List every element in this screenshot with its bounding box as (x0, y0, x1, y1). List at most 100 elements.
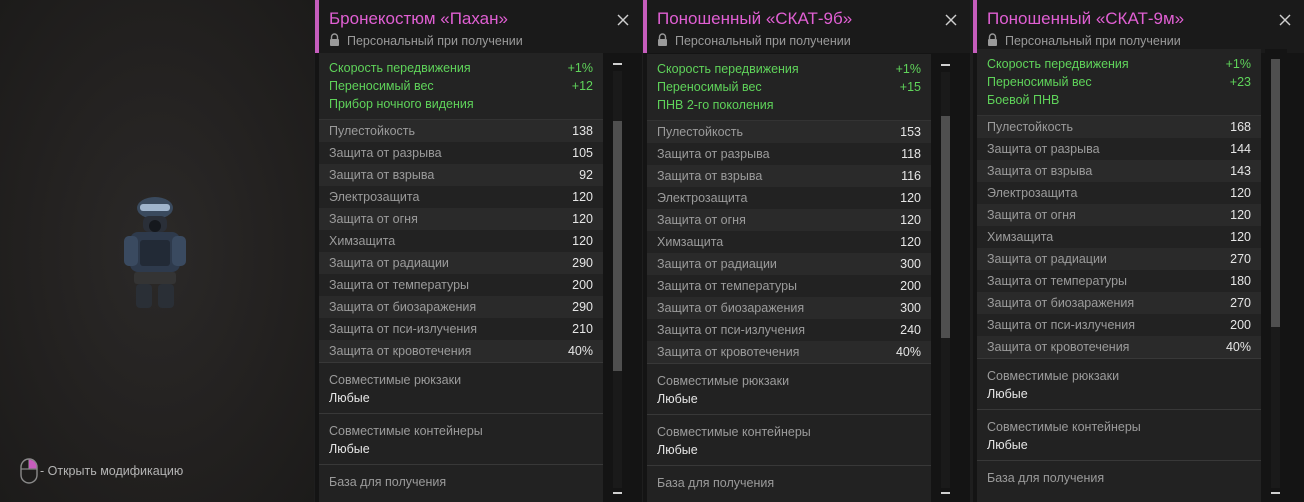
personal-binding-note: Персональный при получении (987, 33, 1181, 49)
stat-value: 120 (1230, 208, 1251, 222)
stat-value: 120 (900, 191, 921, 205)
bonus-row: Скорость передвижения +1% (987, 55, 1251, 73)
bonus-name: Скорость передвижения (329, 61, 471, 75)
card-title: Поношенный «СКАТ-9б» (657, 9, 853, 28)
scroll-thumb[interactable] (613, 121, 622, 371)
stat-row: Защита от огня 120 (977, 204, 1261, 226)
stat-name: Защита от взрыва (987, 164, 1093, 178)
stat-row: Защита от биозаражения 290 (319, 296, 603, 318)
card-title: Бронекостюм «Пахан» (329, 9, 508, 28)
stat-row: Защита от разрыва 144 (977, 138, 1261, 160)
personal-binding-note: Персональный при получении (657, 33, 851, 49)
stat-value: 118 (901, 147, 921, 161)
stat-name: Химзащита (657, 235, 724, 249)
bonus-list: Скорость передвижения +1% Переносимый вес +… (647, 54, 931, 120)
stat-value: 290 (572, 300, 593, 314)
bonus-name: Скорость передвижения (657, 62, 799, 76)
close-icon[interactable] (1278, 13, 1292, 27)
stat-name: Защита от биозаражения (987, 296, 1135, 310)
stat-row: Защита от кровотечения 40% (319, 340, 603, 362)
section-value: Любые (329, 391, 370, 405)
personal-text: Персональный при получении (347, 34, 523, 48)
stat-row: Пулестойкость 153 (647, 121, 931, 143)
stat-value: 290 (572, 256, 593, 270)
section-label: Совместимые рюкзаки (329, 373, 462, 387)
stat-value: 138 (572, 124, 593, 138)
section-label: Совместимые контейнеры (657, 425, 811, 439)
bonus-row: Прибор ночного видения (329, 95, 593, 113)
personal-text: Персональный при получении (1005, 34, 1181, 48)
stat-value: 120 (900, 235, 921, 249)
stat-value: 180 (1230, 274, 1251, 288)
stat-name: Защита от огня (987, 208, 1076, 222)
info-section: Совместимые рюкзаки Любые (647, 363, 931, 414)
stat-name: Защита от кровотечения (329, 344, 472, 358)
info-section: Совместимые контейнеры Любые (977, 409, 1261, 460)
card-scroll-content: Скорость передвижения +1% Переносимый вес +… (647, 54, 931, 502)
stat-value: 200 (900, 279, 921, 293)
close-icon[interactable] (944, 13, 958, 27)
stat-name: Защита от разрыва (987, 142, 1100, 156)
stat-value: 300 (900, 301, 921, 315)
stat-row: Защита от огня 120 (319, 208, 603, 230)
scrollbar[interactable] (1265, 49, 1287, 502)
bonus-value: +23 (1229, 75, 1251, 89)
scroll-thumb[interactable] (1271, 59, 1280, 327)
stat-name: Защита от пси-излучения (987, 318, 1136, 332)
stat-row: Защита от биозаражения 270 (977, 292, 1261, 314)
stat-row: Защита от радиации 290 (319, 252, 603, 274)
bonus-name: ПНВ 2-го поколения (657, 98, 774, 112)
scrollbar[interactable] (935, 54, 957, 502)
stat-name: Пулестойкость (329, 124, 416, 138)
stat-row: Пулестойкость 168 (977, 116, 1261, 138)
close-icon[interactable] (616, 13, 630, 27)
stat-value: 105 (572, 146, 593, 160)
stats-table: Пулестойкость 138 Защита от разрыва 105 Защи… (319, 119, 603, 362)
info-section: База для получения (647, 465, 931, 502)
bonus-value: +15 (899, 80, 921, 94)
stat-name: Защита от температуры (987, 274, 1128, 288)
stat-value: 210 (572, 322, 593, 336)
item-card: Бронекостюм «Пахан» Персональный при полу… (315, 0, 642, 502)
stat-name: Электрозащита (657, 191, 748, 205)
stat-row: Защита от кровотечения 40% (977, 336, 1261, 358)
scroll-thumb[interactable] (941, 116, 950, 338)
stat-name: Защита от радиации (657, 257, 777, 271)
stat-value: 120 (1230, 186, 1251, 200)
bonus-row: Скорость передвижения +1% (657, 60, 921, 78)
scroll-down-button[interactable] (941, 492, 950, 494)
scroll-up-button[interactable] (613, 63, 622, 65)
lock-icon (657, 33, 675, 49)
section-label: Совместимые контейнеры (987, 420, 1141, 434)
stat-value: 143 (1230, 164, 1251, 178)
scroll-down-button[interactable] (613, 492, 622, 494)
bonus-name: Боевой ПНВ (987, 93, 1060, 107)
card-header: Поношенный «СКАТ-9б» Персональный при пол… (643, 0, 970, 53)
section-label: База для получения (987, 471, 1105, 485)
stat-name: Защита от огня (657, 213, 746, 227)
stat-row: Защита от пси-излучения 200 (977, 314, 1261, 336)
info-section: База для получения (319, 464, 603, 502)
info-section: Совместимые рюкзаки Любые (977, 358, 1261, 409)
scrollbar[interactable] (607, 53, 629, 502)
stat-value: 120 (1230, 230, 1251, 244)
stat-row: Защита от взрыва 116 (647, 165, 931, 187)
item-card: Поношенный «СКАТ-9м» Персональный при пол… (973, 0, 1304, 502)
stat-value: 240 (900, 323, 921, 337)
stat-name: Защита от разрыва (657, 147, 770, 161)
stat-name: Защита от кровотечения (657, 345, 800, 359)
stat-name: Пулестойкость (987, 120, 1074, 134)
bonus-row: Переносимый вес +23 (987, 73, 1251, 91)
bonus-row: Переносимый вес +12 (329, 77, 593, 95)
card-header: Бронекостюм «Пахан» Персональный при полу… (315, 0, 642, 53)
scroll-down-button[interactable] (1271, 492, 1280, 494)
section-value: Любые (329, 442, 370, 456)
section-label: Совместимые рюкзаки (657, 374, 790, 388)
bonus-row: Скорость передвижения +1% (329, 59, 593, 77)
stat-row: Защита от радиации 300 (647, 253, 931, 275)
section-label: База для получения (329, 475, 447, 489)
scroll-up-button[interactable] (941, 64, 950, 66)
card-scroll-content: Скорость передвижения +1% Переносимый вес +… (319, 53, 603, 502)
stat-row: Защита от разрыва 118 (647, 143, 931, 165)
stat-name: Защита от температуры (657, 279, 798, 293)
